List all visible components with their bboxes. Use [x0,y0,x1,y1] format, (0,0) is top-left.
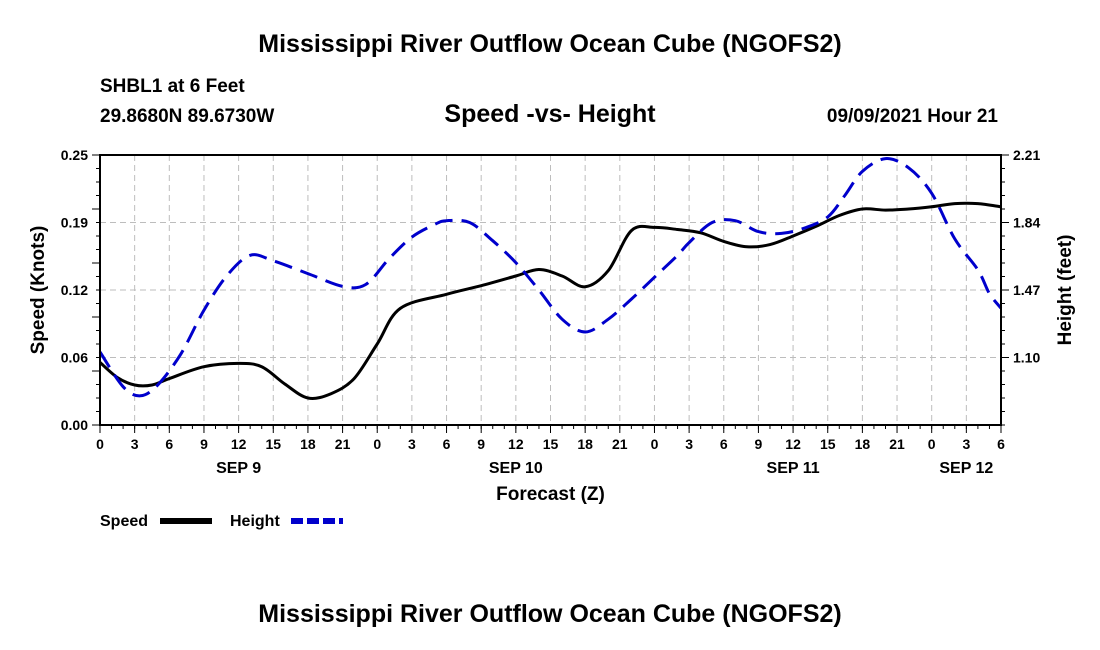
x-tick-label: 9 [477,436,485,452]
x-date-label: SEP 12 [939,460,993,477]
x-tick-label: 3 [408,436,416,452]
x-tick-label: 6 [443,436,451,452]
x-axis-title: Forecast (Z) [496,484,605,505]
y-left-tick-label: 0.06 [61,350,88,366]
x-tick-label: 18 [300,436,316,452]
x-tick-label: 12 [231,436,247,452]
series-line-speed [99,201,1002,400]
x-tick-label: 9 [755,436,763,452]
series-line-height [98,157,1003,398]
x-tick-label: 18 [855,436,871,452]
x-date-label: SEP 10 [489,460,543,477]
legend-label-height: Height [230,513,280,530]
x-date-label: SEP 9 [216,460,261,477]
x-tick-label: 0 [651,436,659,452]
y-right-tick-label: 1.84 [1013,215,1040,231]
y-left-tick-label: 0.19 [61,215,88,231]
y-left-tick-label: 0.12 [61,282,88,298]
x-tick-label: 15 [265,436,281,452]
x-tick-label: 6 [997,436,1005,452]
x-tick-label: 3 [685,436,693,452]
y-right-axis-title: Height (feet) [1055,235,1076,346]
y-right-tick-label: 1.47 [1013,282,1040,298]
x-date-label: SEP 11 [767,460,820,477]
x-tick-label: 15 [543,436,559,452]
x-tick-label: 6 [720,436,728,452]
x-tick-label: 0 [373,436,381,452]
legend-label-speed: Speed [100,513,148,530]
x-tick-label: 3 [962,436,970,452]
chart-subtitle: Speed -vs- Height [444,100,656,128]
grid-lines [100,154,1001,425]
forecast-timestamp: 09/09/2021 Hour 21 [826,106,998,127]
y-right-tick-label: 1.10 [1013,350,1040,366]
y-left-axis-title: Speed (Knots) [28,226,49,355]
x-tick-label: 21 [889,436,905,452]
y-right-tick-label: 2.21 [1013,147,1040,163]
main-title: Mississippi River Outflow Ocean Cube (NG… [258,30,842,58]
x-tick-label: 15 [820,436,836,452]
y-left-tick-label: 0.25 [61,147,88,163]
x-tick-label: 6 [165,436,173,452]
x-tick-label: 21 [612,436,628,452]
x-tick-label: 18 [577,436,593,452]
coordinates-label: 29.8680N 89.6730W [100,106,275,127]
x-tick-label: 12 [508,436,524,452]
x-tick-label: 3 [131,436,139,452]
footer-title: Mississippi River Outflow Ocean Cube (NG… [258,600,842,628]
x-tick-label: 0 [928,436,936,452]
x-tick-label: 0 [96,436,104,452]
y-left-tick-label: 0.00 [61,417,88,433]
x-tick-label: 9 [200,436,208,452]
x-tick-label: 12 [785,436,801,452]
station-label: SHBL1 at 6 Feet [100,76,245,97]
x-tick-label: 21 [335,436,351,452]
